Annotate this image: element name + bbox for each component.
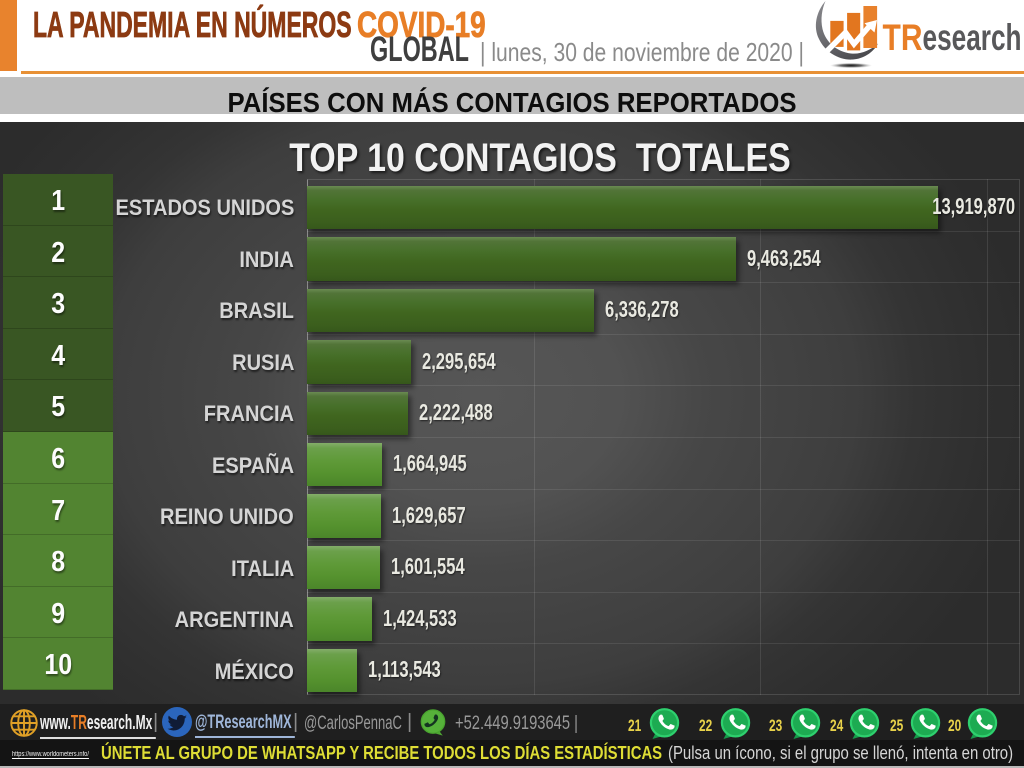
svg-text:esearch: esearch [923, 16, 1022, 58]
svg-text:TR: TR [883, 16, 923, 58]
